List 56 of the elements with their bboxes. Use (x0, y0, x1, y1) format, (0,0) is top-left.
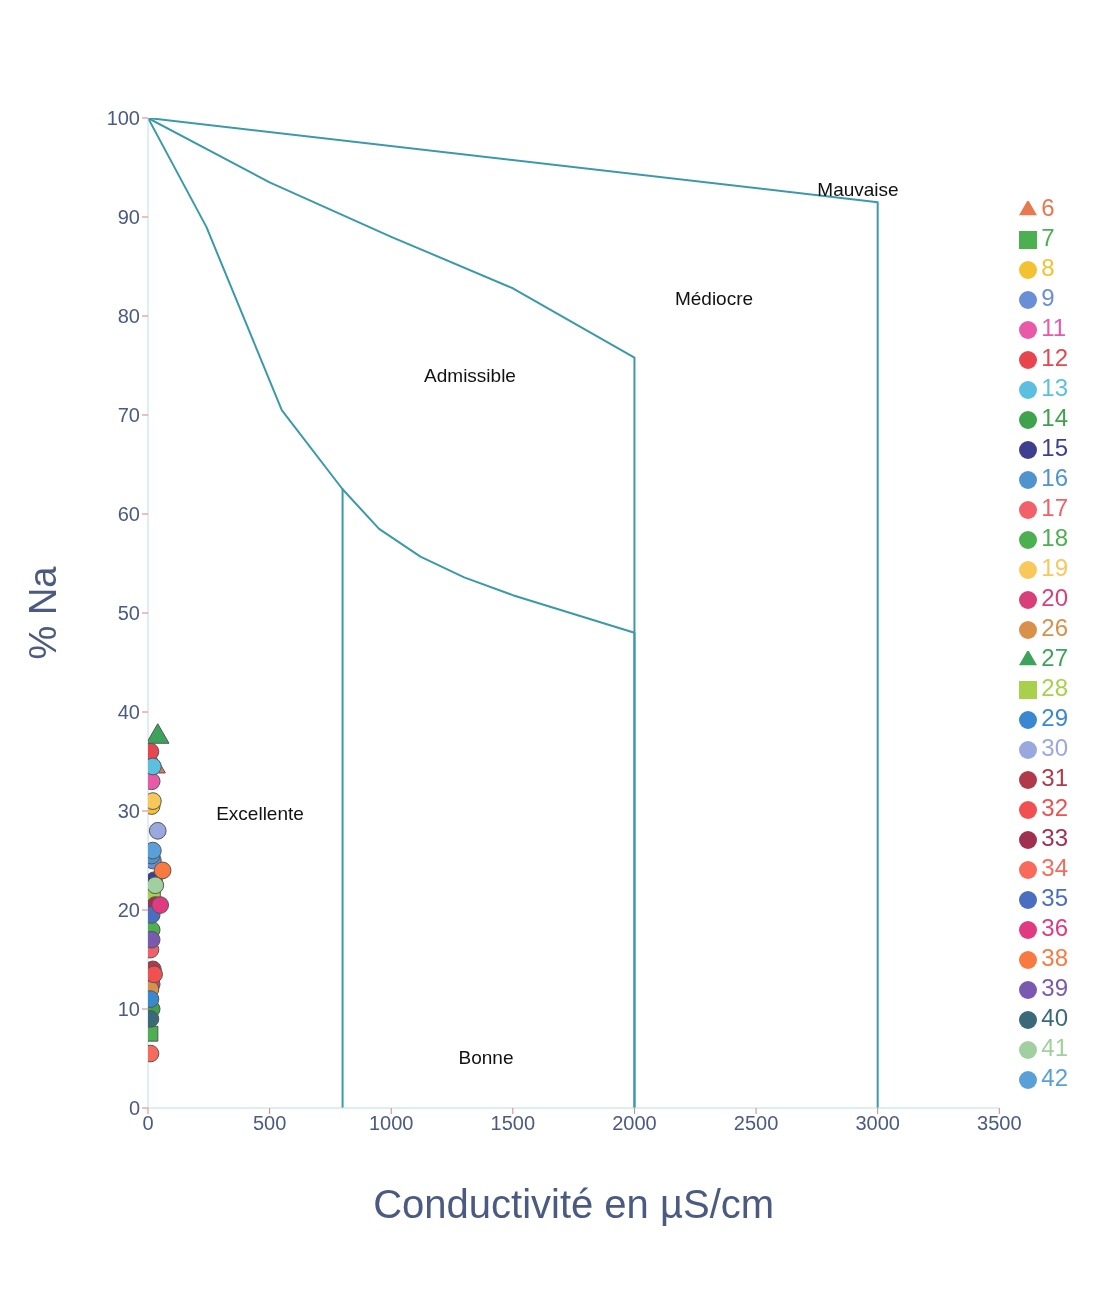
x-tick-label: 2500 (733, 1112, 779, 1135)
legend-label: 9 (1041, 284, 1055, 311)
annotation: Médiocre (674, 288, 754, 310)
legend-label: 29 (1041, 704, 1068, 731)
x-tick-label: 1500 (490, 1112, 536, 1135)
x-tick-label: 500 (252, 1112, 287, 1135)
y-tick-label: 80 (117, 305, 140, 328)
x-tick-label: 3000 (855, 1112, 900, 1135)
y-tick-label: 40 (117, 701, 140, 724)
annotation: Mauvaise (817, 179, 899, 201)
annotation: Excellente (216, 803, 304, 825)
legend-label: 28 (1041, 674, 1068, 701)
x-tick-label: 3500 (977, 1112, 1022, 1135)
legend-label: 11 (1041, 314, 1067, 341)
legend-label: 15 (1041, 434, 1068, 461)
legend-label: 14 (1041, 404, 1068, 431)
x-tick-label: 2000 (612, 1112, 657, 1135)
legend-label: 41 (1041, 1034, 1068, 1061)
legend-label: 38 (1041, 944, 1068, 971)
legend-label: 40 (1041, 1004, 1068, 1031)
legend-label: 19 (1041, 554, 1068, 581)
legend-label: 13 (1041, 374, 1068, 401)
y-tick-label: 30 (117, 800, 140, 823)
y-tick-label: 90 (117, 206, 140, 229)
legend-label: 27 (1041, 644, 1068, 671)
y-tick-label: 0 (128, 1097, 140, 1120)
legend-label: 18 (1041, 524, 1068, 551)
legend-label: 33 (1041, 824, 1068, 851)
y-tick-label: 20 (117, 899, 140, 922)
legend-label: 16 (1041, 464, 1068, 491)
legend-label: 32 (1041, 794, 1068, 821)
x-axis-title: Conductivité en µS/cm (373, 1182, 775, 1226)
y-tick-label: 50 (117, 602, 140, 625)
legend-label: 17 (1041, 494, 1068, 521)
legend-label: 26 (1041, 614, 1068, 641)
legend-label: 39 (1041, 974, 1068, 1001)
x-tick-label: 1000 (368, 1112, 414, 1135)
legend-label: 6 (1041, 194, 1055, 221)
annotation: Bonne (458, 1047, 514, 1069)
y-tick-label: 100 (106, 107, 140, 130)
x-tick-label: 0 (142, 1112, 154, 1135)
legend-label: 7 (1041, 224, 1055, 251)
y-axis-title: % Na (22, 565, 65, 660)
legend-label: 31 (1041, 764, 1068, 791)
legend-label: 34 (1041, 854, 1068, 881)
legend-label: 8 (1041, 254, 1055, 281)
legend-label: 36 (1041, 914, 1068, 941)
annotation: Admissible (424, 365, 516, 387)
y-tick-label: 10 (117, 998, 140, 1021)
y-tick-label: 60 (117, 503, 140, 526)
legend-label: 42 (1041, 1064, 1068, 1091)
legend-label: 35 (1041, 884, 1068, 911)
legend-label: 12 (1041, 344, 1068, 371)
legend-label: 30 (1041, 734, 1068, 761)
legend-label: 20 (1041, 584, 1068, 611)
y-tick-label: 70 (117, 404, 140, 427)
